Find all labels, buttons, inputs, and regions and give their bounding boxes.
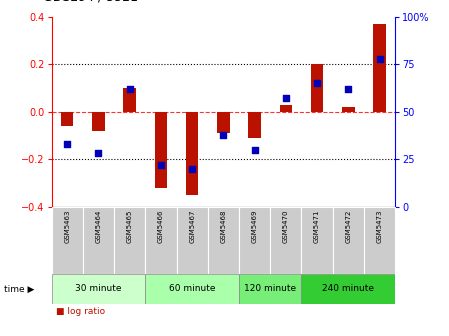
Point xyxy=(376,56,383,61)
Text: GSM5465: GSM5465 xyxy=(127,209,133,243)
Bar xyxy=(92,112,105,131)
Text: GSM5468: GSM5468 xyxy=(220,209,226,243)
Text: ■ log ratio: ■ log ratio xyxy=(56,307,105,317)
Point xyxy=(95,151,102,156)
Text: GDS294 / 5521: GDS294 / 5521 xyxy=(43,0,138,3)
Text: GSM5467: GSM5467 xyxy=(189,209,195,243)
Text: GSM5473: GSM5473 xyxy=(377,209,383,243)
Bar xyxy=(186,112,198,195)
Point xyxy=(313,81,321,86)
Bar xyxy=(145,274,239,304)
Bar xyxy=(270,207,301,274)
Point xyxy=(251,147,258,153)
Text: GSM5472: GSM5472 xyxy=(345,209,351,243)
Point xyxy=(126,86,133,92)
Bar xyxy=(217,112,229,133)
Bar xyxy=(280,104,292,112)
Bar xyxy=(239,207,270,274)
Text: 120 minute: 120 minute xyxy=(244,285,296,293)
Bar xyxy=(154,112,167,187)
Text: 240 minute: 240 minute xyxy=(322,285,374,293)
Bar xyxy=(301,207,333,274)
Bar xyxy=(342,107,355,112)
Text: GSM5466: GSM5466 xyxy=(158,209,164,243)
Point xyxy=(345,86,352,92)
Text: 30 minute: 30 minute xyxy=(75,285,122,293)
Bar xyxy=(114,207,145,274)
Point xyxy=(189,166,196,171)
Bar xyxy=(208,207,239,274)
Text: GSM5463: GSM5463 xyxy=(64,209,70,243)
Bar xyxy=(52,207,83,274)
Text: time ▶: time ▶ xyxy=(4,285,35,293)
Bar xyxy=(123,88,136,112)
Bar xyxy=(83,207,114,274)
Bar xyxy=(311,64,323,112)
Text: 60 minute: 60 minute xyxy=(169,285,216,293)
Text: GSM5471: GSM5471 xyxy=(314,209,320,243)
Bar xyxy=(52,274,145,304)
Point xyxy=(64,141,71,147)
Text: GSM5469: GSM5469 xyxy=(251,209,258,243)
Bar xyxy=(373,24,386,112)
Point xyxy=(157,162,164,168)
Bar xyxy=(145,207,176,274)
Bar xyxy=(333,207,364,274)
Point xyxy=(220,132,227,137)
Bar xyxy=(301,274,395,304)
Text: GSM5470: GSM5470 xyxy=(283,209,289,243)
Bar xyxy=(239,274,301,304)
Bar xyxy=(364,207,395,274)
Bar xyxy=(248,112,261,138)
Bar xyxy=(61,112,74,126)
Text: GSM5464: GSM5464 xyxy=(96,209,101,243)
Bar xyxy=(176,207,208,274)
Point xyxy=(282,96,290,101)
